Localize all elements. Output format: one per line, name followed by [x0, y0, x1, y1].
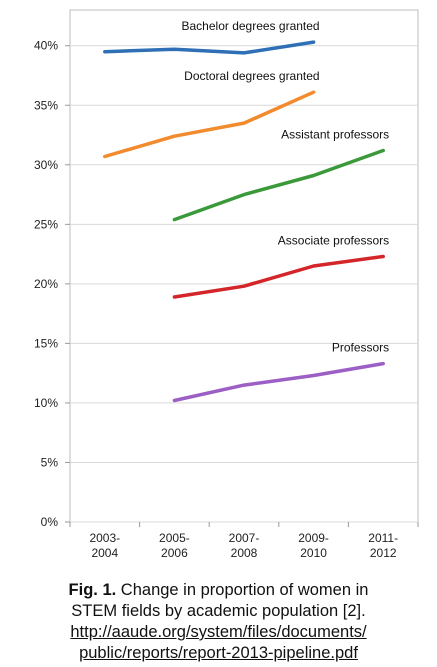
series-line: [172, 361, 385, 403]
caption-url-line-1[interactable]: http://aaude.org/system/files/documents/: [70, 623, 367, 641]
plot-frame: [69, 9, 419, 523]
y-axis: 0% 5% 10% 15% 20% 25% 30% 35% 40%: [34, 39, 70, 529]
y-tick-label: 35%: [34, 98, 58, 112]
y-tick-label: 10%: [34, 396, 58, 410]
caption-line-1: Fig. 1. Change in proportion of women in: [0, 580, 437, 601]
series-line: [172, 254, 385, 299]
gridlines: [70, 45, 418, 523]
series-line: [172, 148, 385, 222]
y-tick-label: 15%: [34, 336, 58, 350]
plot-area: [69, 9, 419, 523]
x-tick-label: 2011-2012: [368, 531, 398, 560]
series-label: Doctoral degrees granted: [184, 69, 319, 83]
y-tick-label: 30%: [34, 158, 58, 172]
series-label: Associate professors: [278, 233, 389, 247]
series-line: [103, 90, 316, 159]
series-lines: [103, 40, 385, 403]
series-labels: Bachelor degrees granted Doctoral degrees…: [182, 19, 390, 354]
y-tick-label: 25%: [34, 217, 58, 231]
x-tick-label: 2009-2010: [298, 531, 329, 560]
series-line: [103, 40, 316, 55]
x-axis: 2003-2004 2005-2006 2007-2008 2009-2010 2011…: [69, 522, 419, 560]
x-tick-label: 2003-2004: [89, 531, 120, 560]
series-label: Professors: [332, 341, 389, 355]
figure-label: Fig. 1.: [68, 581, 117, 599]
x-tick-label: 2007-2008: [229, 531, 260, 560]
series-label: Assistant professors: [281, 128, 389, 142]
caption-text-1: Change in proportion of women in: [120, 581, 369, 599]
series-label: Bachelor degrees granted: [182, 19, 320, 33]
y-tick-label: 20%: [34, 277, 58, 291]
y-tick-label: 5%: [41, 455, 59, 469]
y-tick-label: 40%: [34, 39, 58, 53]
figure-caption: Fig. 1. Change in proportion of women in…: [0, 580, 437, 664]
y-tick-label: 0%: [41, 515, 59, 529]
caption-url-line-2[interactable]: public/reports/report-2013-pipeline.pdf: [79, 644, 358, 662]
line-chart: 0% 5% 10% 15% 20% 25% 30% 35% 40% 2003-2004 2005-…: [34, 9, 419, 560]
x-tick-label: 2005-2006: [159, 531, 190, 560]
caption-text-2: STEM fields by academic population [2].: [71, 602, 366, 620]
